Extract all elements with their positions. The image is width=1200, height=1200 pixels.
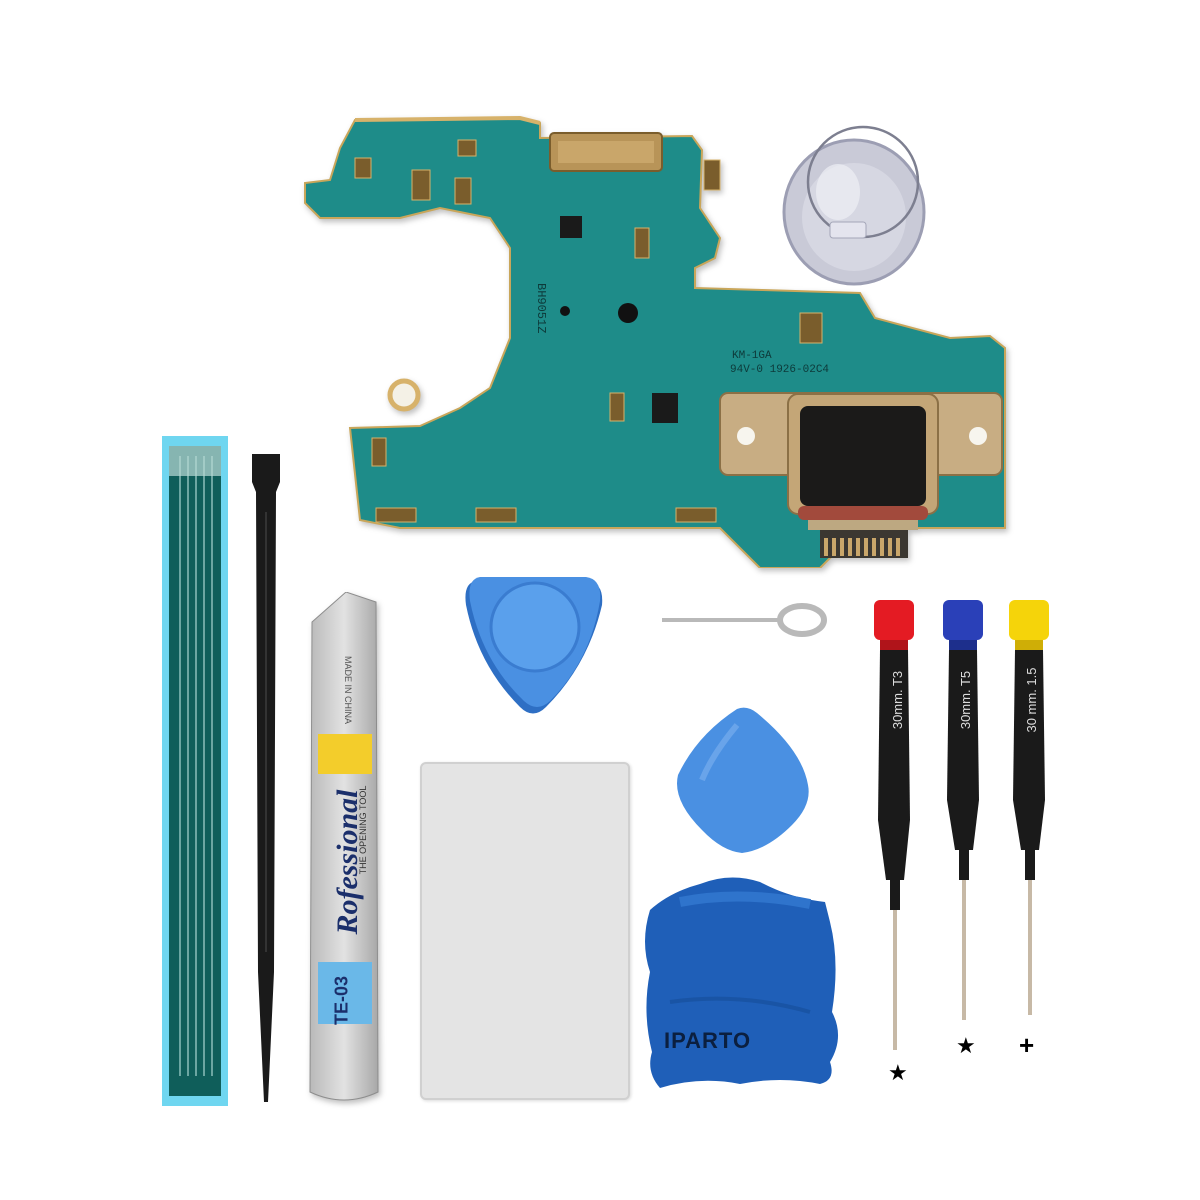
board-marking-2: 94V-0 1926-02C4 [730, 364, 829, 376]
tool-subtitle-text: THE OPENING TOOL [358, 785, 368, 875]
screwdriver-phillips-label: 30 mm. 1.5 [1024, 650, 1044, 750]
tool-sticker-text: MADE IN CHINA [343, 655, 353, 724]
board-marking-1: KM-1GA [732, 350, 772, 362]
screwdriver-t3 [866, 600, 926, 1090]
screwdriver-t5-type: T5 [958, 670, 973, 687]
screwdriver-t5-label: 30mm. T5 [958, 650, 978, 750]
screwdriver-t5 [935, 600, 995, 1040]
screwdriver-phillips-tip-symbol: + [1019, 1030, 1035, 1060]
tool-model-label: TE-03 [331, 975, 352, 1026]
black-spudger [246, 452, 286, 1107]
metal-opening-tool [306, 592, 382, 1106]
screwdriver-t5-size: 30mm. [958, 689, 973, 730]
screwdriver-t3-tip-symbol: ★ [888, 1060, 908, 1085]
screwdriver-phillips-type: 1.5 [1024, 667, 1039, 686]
board-marking-3: BH9051Z [534, 283, 548, 333]
adhesive-strip [162, 436, 228, 1106]
opening-picks-stack [458, 575, 610, 720]
screwdriver-phillips-size: 30 mm. [1024, 689, 1039, 733]
cloth-brand-label: IPARTO [664, 1028, 752, 1053]
opening-pick [672, 705, 812, 855]
screwdriver-t3-type: T3 [890, 670, 905, 687]
protective-film-card [420, 762, 630, 1100]
screwdriver-phillips [1001, 600, 1061, 1040]
charging-port-board: KM-1GA 94V-0 1926-02C4 BH9051Z [300, 108, 1012, 568]
screwdriver-t3-label: 30mm. T3 [890, 650, 910, 750]
sim-ejector-pin [660, 600, 830, 640]
suction-cup [768, 122, 948, 290]
cleaning-cloth [640, 862, 846, 1092]
screwdriver-t5-tip-symbol: ★ [956, 1033, 976, 1058]
screwdriver-t3-size: 30mm. [890, 689, 905, 730]
